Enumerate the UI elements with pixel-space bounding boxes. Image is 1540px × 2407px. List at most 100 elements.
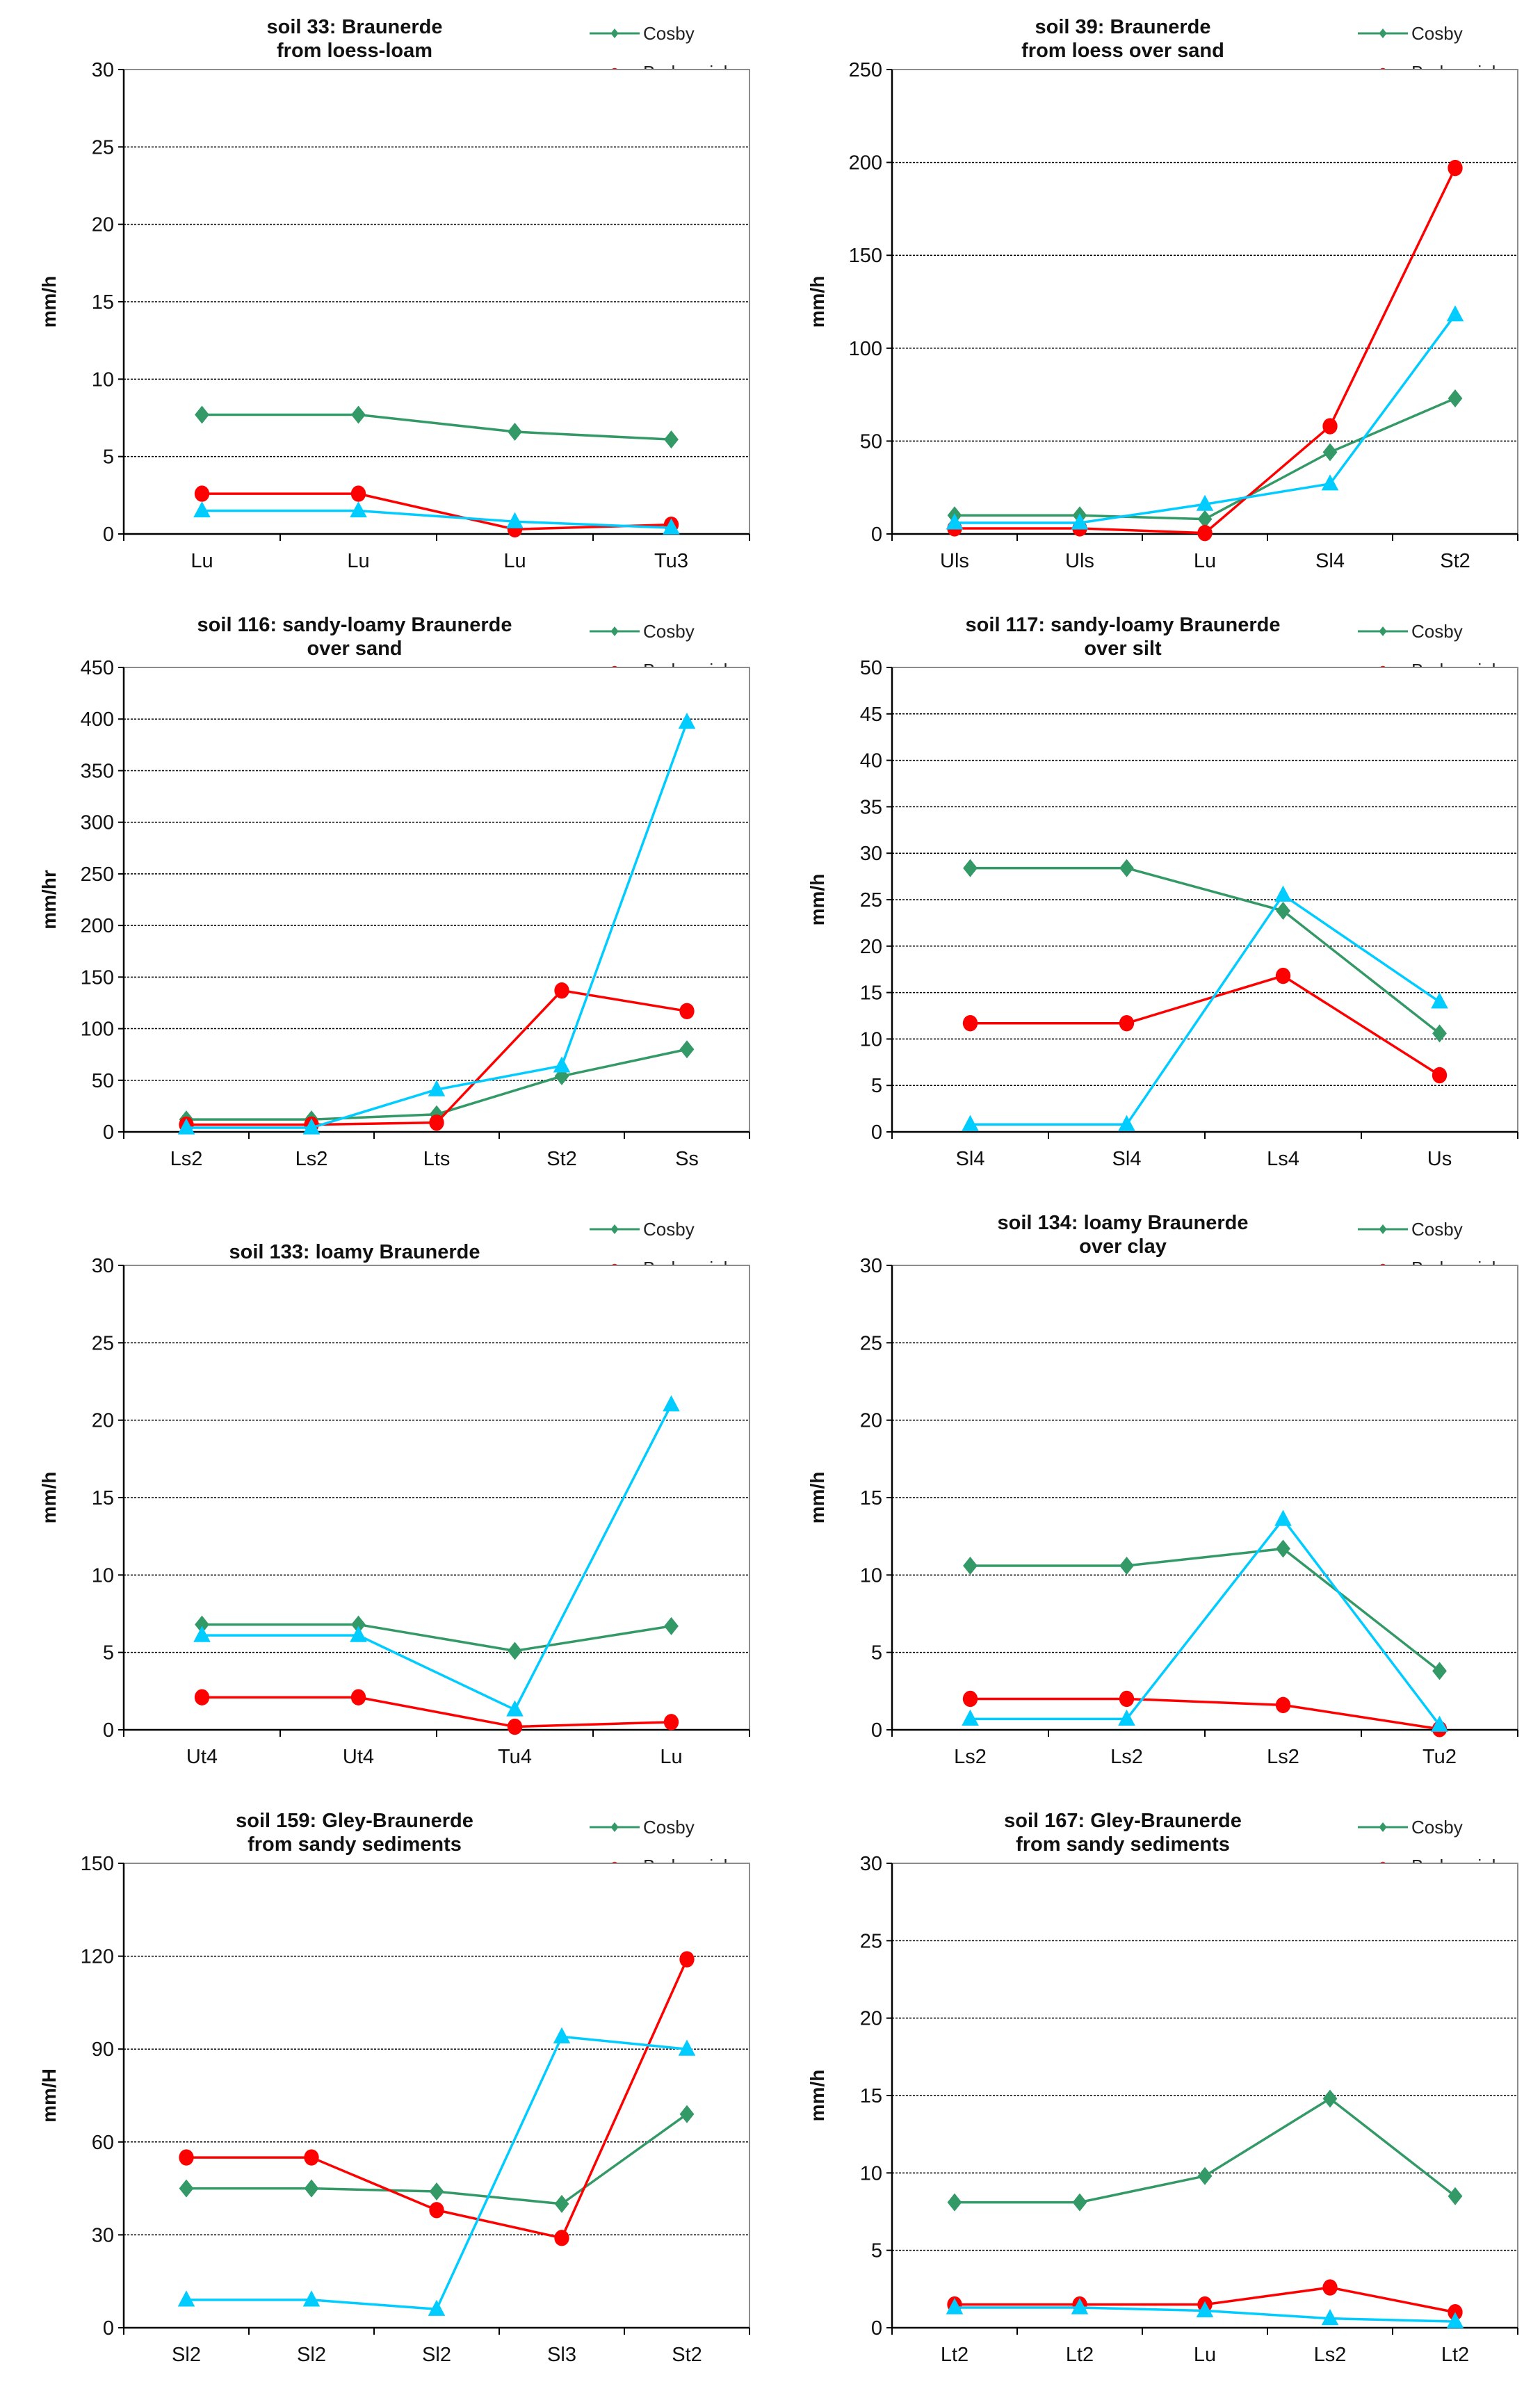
series-line-brakensiek xyxy=(202,1696,672,1728)
x-tick-label: Uls xyxy=(1065,550,1094,572)
data-point-cosby xyxy=(508,1642,522,1660)
x-tick-label: Lt2 xyxy=(1441,2344,1469,2366)
chart-panel-soil-117: soil 117: sandy-loamy Braunerde over silt… xyxy=(768,598,1533,1196)
series-vereecken xyxy=(177,713,696,1135)
legend-item-cosby: Cosby xyxy=(590,1219,695,1240)
y-tick-label: 250 xyxy=(81,864,114,886)
chart-title-line: from loess-loam xyxy=(277,40,432,62)
data-point-brakensiek xyxy=(1322,418,1338,435)
data-point-vereecken xyxy=(553,2027,571,2043)
data-point-cosby xyxy=(947,2193,962,2212)
data-point-vereecken xyxy=(946,2298,964,2315)
data-point-brakensiek xyxy=(429,1114,444,1131)
data-point-vereecken xyxy=(663,1395,680,1411)
plot-area xyxy=(123,1863,750,2328)
y-tick-label: 15 xyxy=(92,1487,114,1509)
chart-soil-133: soil 133: loamy BraunerdeCosbyBrakensiek… xyxy=(38,1219,750,1768)
chart-title: soil 117: sandy-loamy Braunerde over silt xyxy=(966,614,1281,660)
y-tick-label: 0 xyxy=(871,524,882,546)
legend-marker-diamond-icon xyxy=(610,29,619,38)
y-tick-label: 120 xyxy=(81,1946,114,1968)
data-point-brakensiek xyxy=(962,1014,978,1032)
legend-label: Cosby xyxy=(643,1219,695,1240)
chart-title-line: from sandy sediments xyxy=(1016,1833,1230,1856)
chart-title: soil 116: sandy-loamy Braunerde over sand xyxy=(197,614,512,660)
data-point-cosby xyxy=(195,1615,209,1634)
y-tick-label: 30 xyxy=(92,2224,114,2246)
chart-title: soil 159: Gley-Braunerde from sandy sedim… xyxy=(236,1810,473,1856)
data-point-vereecken xyxy=(1321,474,1339,491)
chart-panel-soil-133: soil 133: loamy BraunerdeCosbyBrakensiek… xyxy=(0,1196,765,1794)
chart-soil-159: soil 159: Gley-Braunerde from sandy sedim… xyxy=(38,1810,750,2366)
x-tick-label: Sl2 xyxy=(172,2344,201,2366)
legend-item-cosby: Cosby xyxy=(1358,1219,1463,1240)
chart-soil-167: soil 167: Gley-Braunerde from sandy sedim… xyxy=(807,1810,1518,2366)
y-tick-label: 10 xyxy=(92,368,114,391)
x-tick-label: Ss xyxy=(675,1148,699,1170)
data-point-cosby xyxy=(554,2194,569,2213)
chart-panel-soil-116: soil 116: sandy-loamy Braunerde over sand… xyxy=(0,598,765,1196)
data-point-vereecken xyxy=(506,1700,524,1717)
data-point-cosby xyxy=(179,2179,194,2198)
data-point-vereecken xyxy=(1196,494,1214,511)
y-axis-label: mm/h xyxy=(807,1472,828,1524)
data-point-vereecken xyxy=(962,1709,979,1726)
series-cosby xyxy=(195,405,679,449)
data-point-vereecken xyxy=(193,501,211,518)
y-tick-label: 25 xyxy=(92,136,114,159)
data-point-vereecken xyxy=(962,1115,979,1131)
y-tick-label: 150 xyxy=(81,966,114,989)
y-tick-label: 15 xyxy=(860,2085,882,2107)
data-point-cosby xyxy=(1448,2187,1463,2205)
plot-area xyxy=(123,667,750,1133)
series-cosby xyxy=(195,1615,679,1660)
data-point-vereecken xyxy=(1118,1115,1135,1131)
series-cosby xyxy=(947,389,1463,528)
x-tick-label: St2 xyxy=(546,1148,577,1170)
chart-title: soil 39: Braunerde from loess over sand xyxy=(1021,16,1224,62)
data-point-cosby xyxy=(1448,389,1463,407)
x-tick-label: Ls2 xyxy=(295,1148,328,1170)
y-axis-label: mm/hr xyxy=(38,870,60,930)
x-tick-label: Lu xyxy=(1194,2344,1216,2366)
data-point-cosby xyxy=(429,2182,444,2201)
series-vereecken xyxy=(193,1395,680,1717)
chart-title: soil 33: Braunerde from loess-loam xyxy=(266,16,442,62)
data-point-cosby xyxy=(1322,2089,1338,2108)
data-point-vereecken xyxy=(1446,2312,1464,2328)
y-tick-label: 15 xyxy=(860,982,882,1005)
data-point-brakensiek xyxy=(507,1718,523,1735)
data-point-vereecken xyxy=(428,1080,446,1096)
series-vereecken xyxy=(177,2027,696,2316)
x-tick-label: Lu xyxy=(1194,550,1216,572)
data-point-cosby xyxy=(1119,1556,1134,1575)
x-tick-label: Lt2 xyxy=(1066,2344,1094,2366)
data-point-brakensiek xyxy=(350,485,366,502)
y-tick-label: 10 xyxy=(860,2162,882,2185)
x-tick-label: Lu xyxy=(503,550,526,572)
chart-soil-116: soil 116: sandy-loamy Braunerde over sand… xyxy=(38,614,750,1170)
y-tick-label: 10 xyxy=(860,1564,882,1587)
x-tick-label: Ls2 xyxy=(1110,1746,1143,1768)
y-tick-label: 25 xyxy=(860,1930,882,1952)
y-tick-label: 400 xyxy=(81,708,114,731)
y-tick-label: 20 xyxy=(860,2008,882,2030)
legend-marker-diamond-icon xyxy=(1379,626,1387,636)
data-point-cosby xyxy=(508,423,522,441)
legend-item-cosby: Cosby xyxy=(590,23,695,44)
y-tick-label: 30 xyxy=(860,1853,882,1875)
data-point-cosby xyxy=(304,2179,319,2198)
y-tick-label: 50 xyxy=(92,1070,114,1092)
legend-item-cosby: Cosby xyxy=(1358,621,1463,642)
data-point-cosby xyxy=(1322,443,1338,462)
series-brakensiek xyxy=(194,1689,679,1735)
y-tick-label: 0 xyxy=(871,1719,882,1742)
y-tick-label: 0 xyxy=(103,2317,114,2340)
legend-marker-diamond-icon xyxy=(610,1224,619,1234)
data-point-vereecken xyxy=(177,2290,195,2307)
y-tick-label: 200 xyxy=(849,152,882,175)
y-tick-label: 10 xyxy=(92,1564,114,1587)
y-tick-label: 0 xyxy=(871,2317,882,2340)
data-point-vereecken xyxy=(1071,2298,1089,2315)
